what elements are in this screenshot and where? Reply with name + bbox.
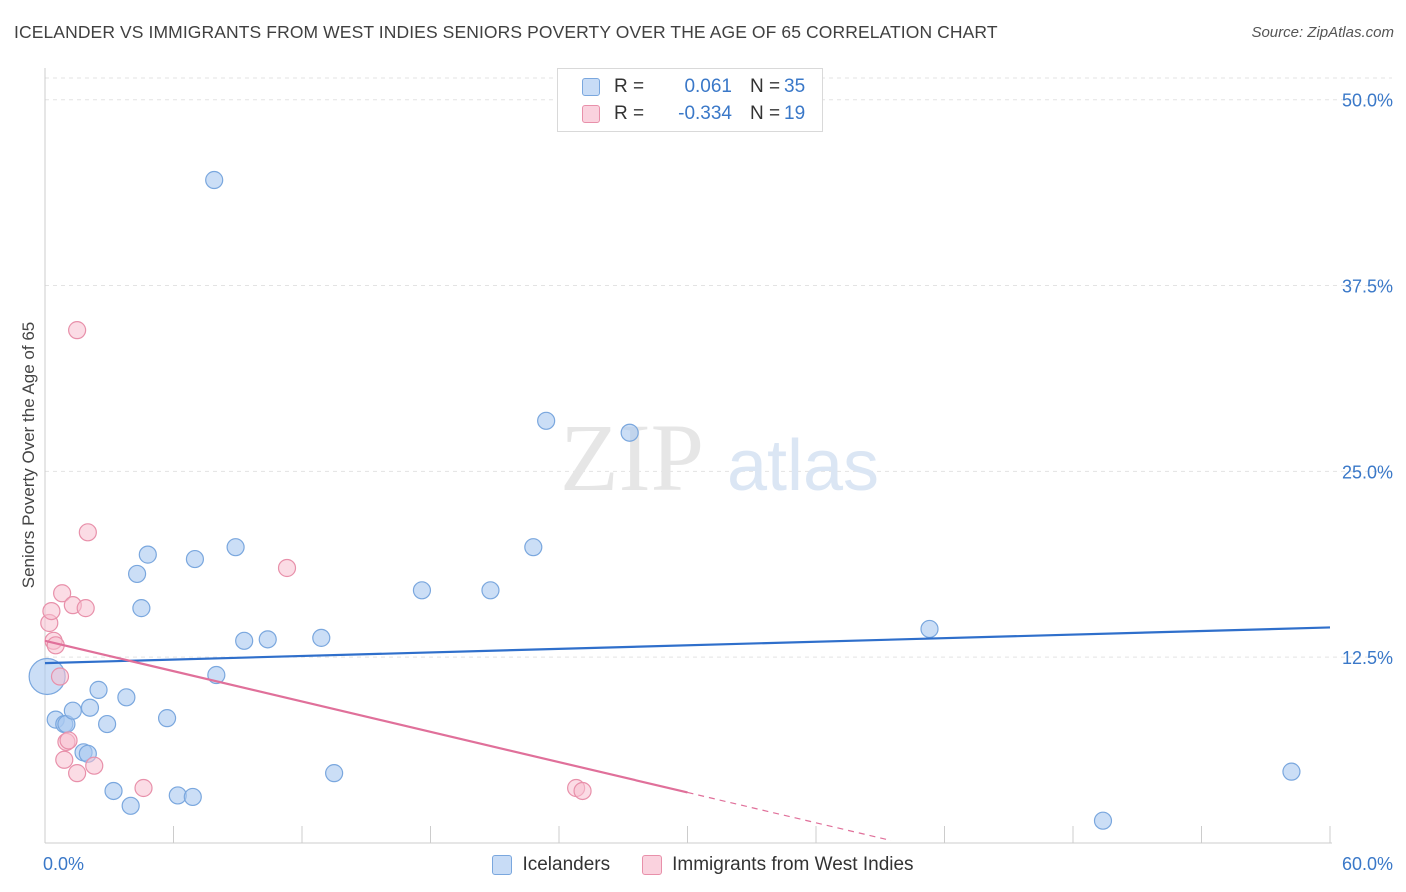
legend-row-west-indies: R = -0.334 N = 19 — [558, 101, 805, 127]
y-axis-label: Seniors Poverty Over the Age of 65 — [19, 321, 38, 589]
west-indies-point-15 — [134, 778, 153, 798]
west-indies-point-11 — [68, 321, 87, 340]
icelander-point-26 — [325, 764, 344, 783]
y-tick-label-0: 12.5% — [1342, 648, 1393, 668]
legend-swatch-icelanders — [492, 855, 513, 875]
west-indies-point-4 — [50, 667, 70, 686]
legend-r-value: -0.334 — [678, 103, 732, 124]
legend-r-label: R = — [614, 103, 645, 124]
icelander-point-22 — [226, 538, 245, 557]
icelander-point-10 — [104, 781, 123, 801]
tick-labels: 12.5% 25.0% 37.5% 50.0% 0.0% 60.0% — [43, 91, 1393, 874]
west-indies-point-14 — [85, 756, 104, 775]
icelander-point-20 — [205, 170, 224, 190]
chart-title: ICELANDER VS IMMIGRANTS FROM WEST INDIES… — [14, 22, 998, 42]
icelander-point-29 — [524, 538, 543, 557]
west-indies-point-13 — [78, 523, 97, 542]
legend-swatch-icelanders — [582, 78, 600, 96]
icelander-point-24 — [258, 630, 277, 649]
x-tick-label-1: 60.0% — [1342, 854, 1393, 874]
stats-legend: R = 0.061 N = 35 R = -0.334 N = 19 — [557, 68, 823, 132]
source-credit: Source: ZipAtlas.com — [1251, 24, 1394, 41]
icelander-point-12 — [121, 796, 140, 815]
icelander-point-14 — [132, 599, 151, 618]
data-points — [28, 170, 1301, 830]
watermark-atlas: atlas — [727, 426, 879, 506]
legend-item-icelanders[interactable]: Icelanders — [492, 854, 610, 876]
legend-label-west-indies: Immigrants from West Indies — [672, 854, 914, 875]
y-tick-label-1: 25.0% — [1342, 462, 1393, 482]
icelander-point-13 — [127, 564, 147, 584]
west-indies-point-10 — [68, 764, 87, 783]
legend-r-label: R = — [614, 76, 645, 97]
west-indies-trend-line — [44, 639, 688, 794]
icelander-point-32 — [920, 619, 939, 639]
west-indies-trend-extension — [687, 791, 892, 842]
icelander-point-25 — [312, 628, 331, 647]
west-indies-point-18 — [573, 781, 592, 801]
icelander-point-15 — [138, 545, 157, 564]
legend-n-label: N = — [750, 76, 781, 97]
watermark-zip: ZIP — [560, 404, 704, 511]
legend-label-icelanders: Icelanders — [522, 854, 611, 875]
legend-item-west-indies[interactable]: Immigrants from West Indies — [642, 854, 914, 876]
icelander-point-4 — [63, 701, 82, 720]
grid-lines — [45, 77, 1392, 658]
trend-lines — [44, 626, 1331, 842]
legend-n-value: 19 — [784, 103, 806, 124]
axes — [44, 68, 1332, 844]
icelander-trend-line — [44, 626, 1331, 665]
icelander-point-17 — [168, 786, 187, 805]
legend-row-icelanders: R = 0.061 N = 35 — [558, 74, 805, 100]
icelander-point-33 — [1093, 811, 1113, 830]
west-indies-point-6 — [55, 750, 74, 769]
x-tick-label-0: 0.0% — [43, 854, 84, 874]
icelander-point-28 — [481, 581, 500, 600]
icelander-point-23 — [235, 631, 254, 650]
icelander-point-7 — [80, 698, 100, 717]
icelander-point-19 — [185, 549, 205, 569]
series-legend: Icelanders Immigrants from West Indies — [0, 850, 1406, 880]
west-indies-point-1 — [42, 601, 61, 621]
icelander-point-8 — [89, 680, 108, 699]
legend-n-label: N = — [750, 103, 781, 124]
west-indies-point-5 — [53, 584, 72, 603]
west-indies-point-8 — [59, 731, 78, 750]
icelander-point-34 — [1282, 762, 1301, 781]
zipatlas-watermark: ZIP atlas — [560, 404, 879, 511]
icelander-point-30 — [537, 411, 556, 430]
icelander-point-18 — [183, 787, 202, 807]
legend-swatch-west-indies — [642, 855, 663, 875]
icelander-point-27 — [412, 581, 432, 600]
icelander-point-9 — [98, 714, 117, 734]
legend-n-value: 35 — [784, 76, 806, 97]
icelander-point-16 — [157, 709, 177, 728]
y-tick-label-3: 50.0% — [1342, 91, 1393, 111]
icelander-point-11 — [117, 688, 136, 707]
west-indies-point-16 — [277, 558, 297, 578]
y-tick-label-2: 37.5% — [1342, 277, 1393, 297]
legend-r-value: 0.061 — [684, 76, 732, 97]
icelander-point-31 — [620, 423, 639, 442]
legend-swatch-west-indies — [582, 105, 600, 123]
west-indies-point-12 — [76, 599, 95, 618]
